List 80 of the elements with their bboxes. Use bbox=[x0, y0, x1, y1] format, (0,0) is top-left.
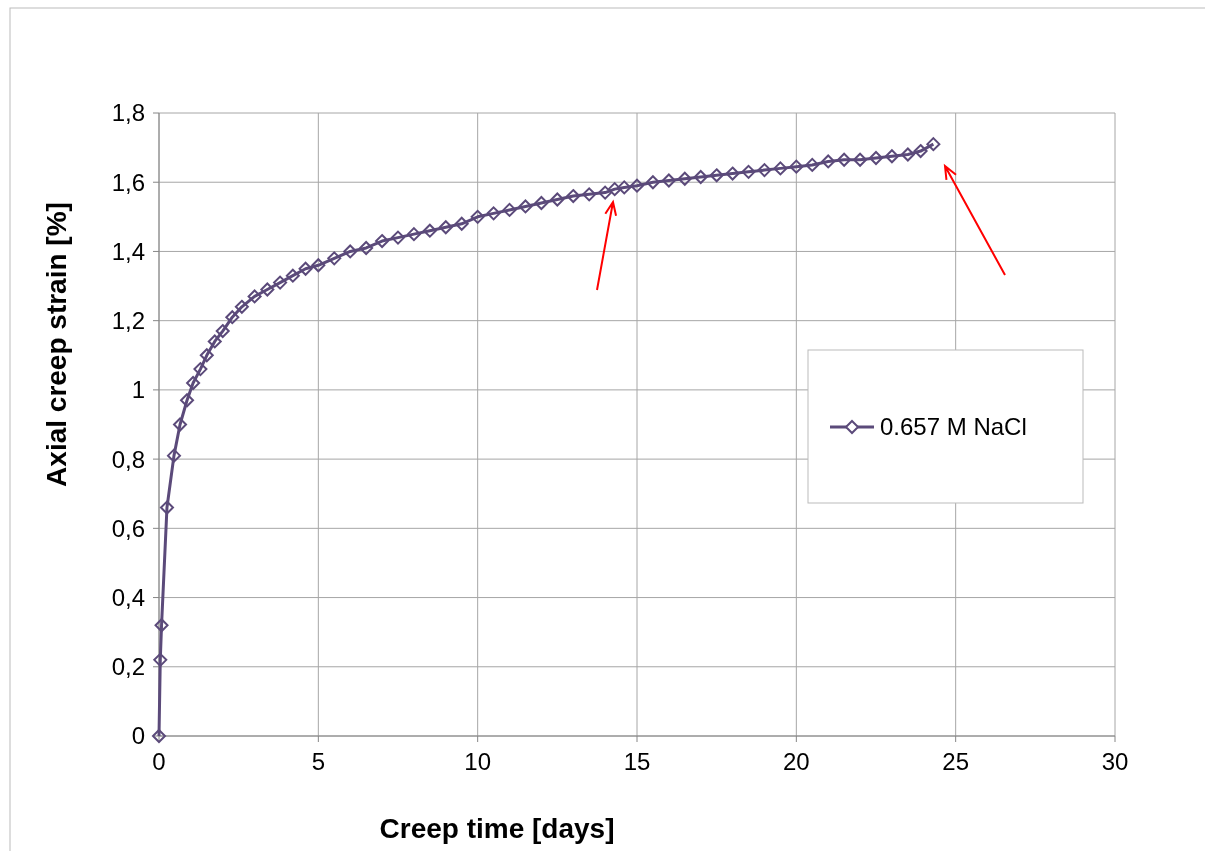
x-axis-title: Creep time [days] bbox=[379, 813, 615, 844]
point bbox=[153, 652, 168, 667]
x-tick-label: 0 bbox=[152, 748, 166, 775]
point bbox=[260, 282, 275, 297]
point bbox=[406, 227, 421, 242]
point bbox=[438, 220, 453, 235]
point bbox=[234, 299, 249, 314]
point bbox=[566, 189, 581, 204]
point bbox=[550, 192, 565, 207]
point bbox=[207, 334, 222, 349]
x-tick-label: 25 bbox=[942, 748, 970, 775]
point bbox=[285, 268, 300, 283]
y-tick-label: 0,2 bbox=[111, 653, 145, 681]
point bbox=[159, 500, 174, 515]
point bbox=[773, 161, 788, 176]
point bbox=[693, 170, 708, 185]
point bbox=[327, 251, 342, 266]
point bbox=[709, 168, 724, 183]
y-tick-label: 1,8 bbox=[111, 99, 145, 127]
point bbox=[186, 375, 201, 390]
point bbox=[152, 729, 166, 743]
point bbox=[454, 216, 469, 231]
point bbox=[215, 324, 230, 339]
point bbox=[757, 163, 772, 178]
point bbox=[884, 149, 899, 164]
point bbox=[502, 202, 517, 217]
y-tick-label: 0,4 bbox=[111, 583, 145, 611]
point bbox=[486, 206, 501, 221]
point bbox=[741, 164, 756, 179]
point bbox=[677, 171, 692, 186]
point bbox=[661, 173, 676, 188]
point bbox=[926, 137, 941, 152]
point bbox=[869, 150, 883, 165]
y-tick-label: 1,4 bbox=[111, 237, 145, 265]
y-axis-title: Axial creep strain [%] bbox=[41, 202, 72, 487]
y-tick-label: 0 bbox=[131, 722, 145, 750]
point bbox=[789, 159, 804, 174]
point bbox=[630, 178, 644, 193]
point bbox=[199, 348, 214, 363]
y-tick-label: 1,2 bbox=[111, 307, 145, 335]
x-tick-label: 30 bbox=[1101, 748, 1129, 775]
point bbox=[900, 147, 915, 162]
point bbox=[645, 175, 660, 190]
point bbox=[247, 289, 262, 304]
point bbox=[273, 275, 288, 290]
point bbox=[821, 154, 836, 169]
point bbox=[154, 618, 169, 633]
point bbox=[853, 152, 868, 167]
point bbox=[391, 230, 405, 245]
point bbox=[518, 199, 533, 214]
x-tick-label: 15 bbox=[623, 748, 651, 775]
point bbox=[166, 448, 181, 463]
x-tick-label: 5 bbox=[311, 748, 326, 775]
point bbox=[359, 240, 374, 255]
point bbox=[298, 261, 313, 276]
point bbox=[470, 209, 485, 224]
point bbox=[375, 234, 390, 249]
point bbox=[837, 152, 852, 167]
point bbox=[805, 157, 820, 172]
y-tick-label: 0,6 bbox=[111, 514, 145, 542]
y-tick-label: 1,6 bbox=[111, 168, 145, 196]
point bbox=[534, 195, 549, 210]
point bbox=[422, 223, 437, 238]
point bbox=[173, 417, 188, 432]
point bbox=[180, 393, 195, 408]
x-tick-label: 10 bbox=[464, 748, 492, 775]
point bbox=[607, 182, 622, 197]
point bbox=[343, 244, 358, 259]
x-tick-label: 20 bbox=[782, 748, 810, 775]
point bbox=[598, 185, 613, 200]
point bbox=[617, 180, 632, 195]
point bbox=[582, 187, 597, 202]
y-tick-label: 1 bbox=[131, 376, 145, 404]
point bbox=[725, 166, 740, 181]
y-tick-label: 0,8 bbox=[111, 445, 145, 473]
point bbox=[311, 258, 326, 273]
point bbox=[225, 310, 240, 325]
point bbox=[193, 362, 208, 377]
legend-label: 0.657 M NaCl bbox=[880, 413, 1027, 441]
point bbox=[913, 144, 928, 159]
